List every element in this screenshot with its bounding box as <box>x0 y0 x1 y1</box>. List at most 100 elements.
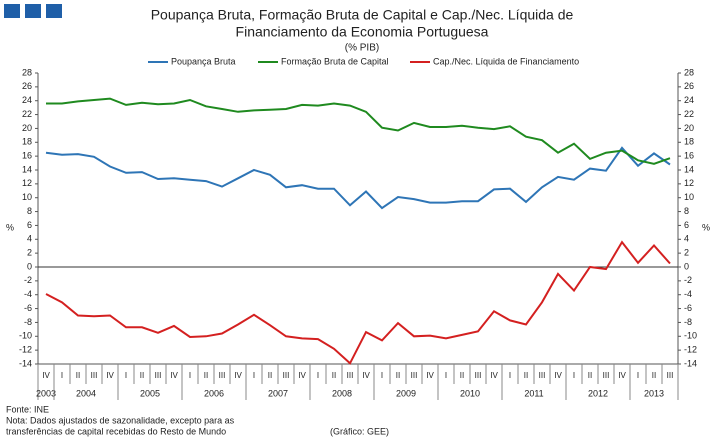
year-label: 2008 <box>332 388 352 398</box>
x-tick-label: I <box>189 371 191 380</box>
y-tick-label: -10 <box>19 331 32 341</box>
series-line <box>45 146 671 210</box>
y2-tick-label: -14 <box>684 358 697 368</box>
x-tick-label: I <box>125 371 127 380</box>
x-tick-label: IV <box>362 371 370 380</box>
year-label: 2005 <box>140 388 160 398</box>
x-tick-label: IV <box>618 371 626 380</box>
y2-tick-label: -10 <box>684 331 697 341</box>
y2-tick-label: 18 <box>684 137 694 147</box>
year-label: 2004 <box>76 388 96 398</box>
x-tick-label: I <box>253 371 255 380</box>
x-tick-label: I <box>445 371 447 380</box>
x-tick-label: IV <box>298 371 306 380</box>
y2-tick-label: -12 <box>684 345 697 355</box>
x-tick-label: III <box>283 371 290 380</box>
x-tick-label: III <box>411 371 418 380</box>
y-tick-label: -4 <box>24 289 32 299</box>
x-tick-label: IV <box>106 371 114 380</box>
x-tick-label: I <box>317 371 319 380</box>
x-tick-label: III <box>475 371 482 380</box>
year-label: 2003 <box>36 388 56 398</box>
y2-tick-label: 22 <box>684 109 694 119</box>
y-tick-label: 14 <box>22 164 32 174</box>
x-tick-label: IV <box>42 371 50 380</box>
y-tick-label: -12 <box>19 345 32 355</box>
legend-label: Formação Bruta de Capital <box>281 56 389 66</box>
logo-square <box>25 4 41 18</box>
x-tick-label: III <box>91 371 98 380</box>
y2-tick-label: -8 <box>684 317 692 327</box>
x-tick-label: IV <box>490 371 498 380</box>
legend-label: Cap./Nec. Líquida de Financiamento <box>433 56 579 66</box>
chart-subtitle: (% PIB) <box>345 43 379 54</box>
x-tick-label: I <box>637 371 639 380</box>
x-tick-label: II <box>268 371 272 380</box>
x-tick-label: III <box>539 371 546 380</box>
year-label: 2007 <box>268 388 288 398</box>
series-line <box>45 240 671 365</box>
year-label: 2011 <box>524 388 543 398</box>
y-tick-label: -14 <box>19 358 32 368</box>
y-tick-label: -2 <box>24 275 32 285</box>
y2-axis-label: % <box>702 222 710 232</box>
year-label: 2013 <box>644 388 664 398</box>
year-label: 2010 <box>460 388 480 398</box>
x-tick-label: III <box>667 371 674 380</box>
y2-tick-label: 26 <box>684 81 694 91</box>
y-tick-label: 6 <box>27 220 32 230</box>
y2-tick-label: 0 <box>684 261 689 271</box>
y-tick-label: 0 <box>27 261 32 271</box>
y-tick-label: 26 <box>22 81 32 91</box>
x-tick-label: II <box>588 371 592 380</box>
x-tick-label: III <box>219 371 226 380</box>
chart-title: Financiamento da Economia Portuguesa <box>236 24 489 40</box>
y2-tick-label: 2 <box>684 248 689 258</box>
y-tick-label: -8 <box>24 317 32 327</box>
year-label: 2012 <box>588 388 608 398</box>
note: transferências de capital recebidas do R… <box>6 426 226 436</box>
y2-tick-label: -2 <box>684 275 692 285</box>
y2-tick-label: 28 <box>684 67 694 77</box>
x-tick-label: IV <box>426 371 434 380</box>
y-tick-label: -6 <box>24 303 32 313</box>
legend-label: Poupança Bruta <box>171 56 236 66</box>
x-tick-label: II <box>524 371 528 380</box>
credit: (Gráfico: GEE) <box>330 426 389 436</box>
y2-tick-label: 6 <box>684 220 689 230</box>
series-line <box>46 97 671 165</box>
y2-tick-label: 20 <box>684 123 694 133</box>
y2-tick-label: -6 <box>684 303 692 313</box>
y-tick-label: 20 <box>22 123 32 133</box>
y-axis-label: % <box>6 222 14 232</box>
x-tick-label: III <box>347 371 354 380</box>
y-tick-label: 24 <box>22 95 32 105</box>
x-tick-label: I <box>573 371 575 380</box>
x-tick-label: II <box>460 371 464 380</box>
y-tick-label: 18 <box>22 137 32 147</box>
y-tick-label: 10 <box>22 192 32 202</box>
y2-tick-label: 8 <box>684 206 689 216</box>
y-tick-label: 2 <box>27 248 32 258</box>
y2-tick-label: 16 <box>684 151 694 161</box>
y2-tick-label: 14 <box>684 164 694 174</box>
x-tick-label: I <box>509 371 511 380</box>
y2-tick-label: 4 <box>684 234 689 244</box>
logo-square <box>4 4 20 18</box>
year-label: 2006 <box>204 388 224 398</box>
x-tick-label: II <box>204 371 208 380</box>
x-tick-label: II <box>332 371 336 380</box>
x-tick-label: III <box>603 371 610 380</box>
chart-title: Poupança Bruta, Formação Bruta de Capita… <box>151 7 574 23</box>
y2-tick-label: 12 <box>684 178 694 188</box>
logo-square <box>46 4 62 18</box>
note: Fonte: INE <box>6 404 49 414</box>
y-tick-label: 22 <box>22 109 32 119</box>
y2-tick-label: -4 <box>684 289 692 299</box>
x-tick-label: II <box>140 371 144 380</box>
y2-tick-label: 10 <box>684 192 694 202</box>
x-tick-label: II <box>76 371 80 380</box>
x-tick-label: II <box>652 371 656 380</box>
year-label: 2009 <box>396 388 416 398</box>
